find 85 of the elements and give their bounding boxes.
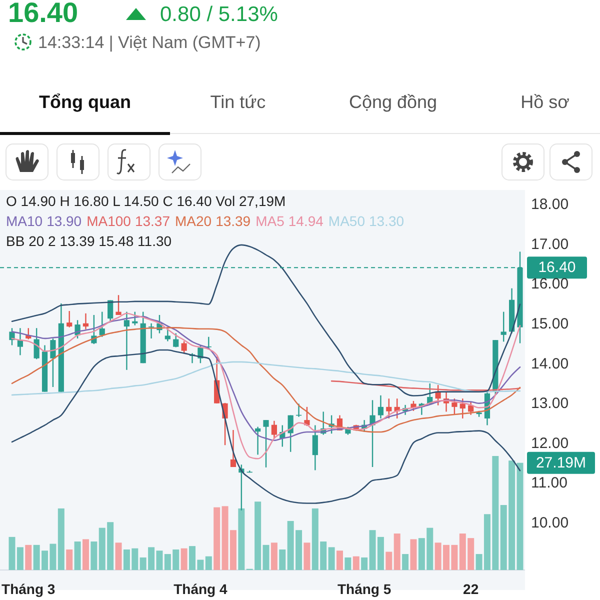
candlestick [230,429,236,468]
text: MA5 [256,213,285,229]
bar [402,554,409,570]
candlestick [452,398,458,416]
candlestick [17,328,23,356]
bar [262,544,270,570]
annotation: 13.90 [46,213,82,229]
text: Tin tức [210,92,266,112]
y-tick-label: 16.00 [531,276,569,293]
y-tick-label: 10.00 [531,514,569,532]
annotation: 14.94 [288,213,324,229]
bar [58,508,64,570]
candlestick [173,332,179,348]
bar [66,549,73,570]
candlestick [312,424,318,471]
text: Hồ sơ [520,92,570,112]
bar [82,539,89,570]
line-series [11,361,521,396]
bar [90,542,98,570]
bar [516,462,524,570]
y-tick-label: 13.00 [531,395,569,412]
y-tick-label: 17.00 [531,236,569,253]
chart-subtitle: 0.80 / 5.13% [160,3,278,26]
text: MA50 [328,213,366,229]
y-tick-label: 12.00 [531,434,569,452]
annotation: 13.37 [134,213,170,229]
bar [205,556,212,570]
text: 14:33:14 | Việt Nam (GMT+7) [38,33,261,52]
bar [238,508,245,570]
candlestick [164,326,170,342]
bar [352,556,360,570]
y-tick-label: 14.00 [531,355,569,372]
text: Cộng đồng [348,92,438,112]
bar [328,547,335,570]
bar [336,550,343,570]
bar [180,548,188,570]
candlestick [255,426,261,456]
annotation: 13.30 [369,213,404,229]
bar [74,542,81,570]
bar [115,542,122,570]
chart-title: 16.40 [8,0,78,28]
candlestick [66,310,72,328]
candlestick [82,312,89,330]
x-tick-label: Tháng 3 [2,581,56,597]
candlestick [460,398,466,420]
x-tick-label: Tháng 5 [337,581,392,597]
bar [25,544,32,570]
text: Tổng quan [39,92,131,112]
candlestick [386,398,392,420]
bar [270,542,278,570]
bar [386,552,392,570]
candlestick [124,311,130,370]
y-tick-label: 11.00 [531,474,568,492]
candlestick [148,322,154,340]
candlestick [378,394,384,420]
bar [410,539,417,570]
annotation: O 14.90 H 16.80 L 14.50 C 16.40 Vol 27,19M [6,193,286,209]
annotation: 13.39 [216,213,251,229]
candlestick [50,338,56,388]
candlestick [108,300,114,322]
bar [344,557,352,570]
y-tick-label: 15.00 [531,316,569,333]
y-tick-label: 18.00 [531,196,569,214]
candlestick [500,311,506,342]
bar [394,534,400,570]
candlestick [116,294,122,316]
ref-line-label: 16.40 [538,259,576,276]
text: 27.19M [536,454,586,472]
bar [279,549,286,570]
x-tick-label: 22 [463,581,479,597]
line-series [330,380,521,391]
line-series [11,349,521,504]
candlestick [181,340,187,354]
bar [304,542,310,570]
x-tick-label: Tháng 4 [174,581,228,597]
text: MA20 [175,213,212,229]
bar [361,557,368,570]
text: MA100 [86,213,132,229]
annotation: BB 20 2 13.39 15.48 11.30 [6,233,172,249]
candlestick [99,311,105,338]
bar [214,507,220,570]
candlestick [132,311,138,326]
candlestick [263,419,269,468]
text: MA10 [6,213,43,229]
candlestick [271,420,277,440]
